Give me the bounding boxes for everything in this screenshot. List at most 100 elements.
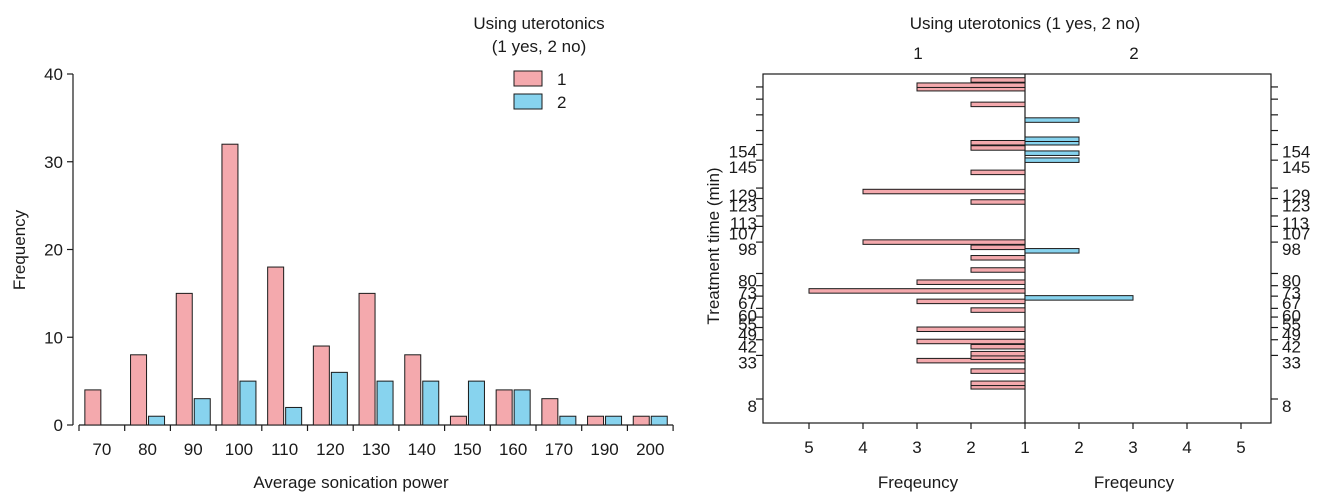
right-bar-series2 (1024, 248, 1080, 254)
left-bar-series1 (130, 354, 148, 426)
right-bar-series1 (916, 326, 1026, 333)
left-bar-series2 (422, 380, 440, 426)
right-bar-series1 (970, 255, 1026, 261)
left-y-tick-label: 20 (44, 241, 63, 260)
right-y-tick-label-right: 107 (1282, 224, 1310, 243)
left-x-tick-label: 170 (545, 440, 573, 459)
right-bar-series1 (970, 169, 1026, 176)
left-legend-title-line2: (1 yes, 2 no) (492, 37, 587, 56)
left-x-tick-label: 100 (225, 440, 253, 459)
right-y-tick-label-left: 8 (748, 397, 757, 416)
right-x-tick-label: 5 (1236, 438, 1245, 457)
right-y-tick-label-left: 42 (738, 338, 757, 357)
right-bar-series1 (970, 244, 1026, 251)
right-bar-series1 (970, 267, 1026, 273)
left-bar-series1 (358, 292, 376, 426)
left-bar-series1 (541, 398, 559, 426)
left-y-tick-label: 30 (44, 153, 63, 172)
left-y-axis-label: Frequency (10, 209, 29, 290)
left-y-tick-label: 0 (54, 416, 63, 435)
left-x-tick-label: 70 (92, 440, 111, 459)
right-y-tick-label-right: 145 (1282, 158, 1310, 177)
left-x-tick-label: 160 (499, 440, 527, 459)
right-y-tick-label-left: 80 (738, 271, 757, 290)
right-y-tick-label-left: 123 (729, 197, 757, 216)
left-legend-title-line1: Using uterotonics (473, 14, 604, 33)
right-y-tick-label-left: 98 (738, 240, 757, 259)
right-bar-series1 (808, 288, 1026, 294)
right-y-tick-label-left: 33 (738, 353, 757, 372)
right-plot-frame (762, 73, 1272, 424)
right-x-tick-label: 5 (804, 438, 813, 457)
left-bar-series2 (239, 380, 257, 426)
legend-swatch-series1 (513, 70, 543, 87)
right-y-tick-label-left: 129 (729, 186, 757, 205)
left-bar-series2 (148, 415, 166, 426)
left-x-tick-label: 110 (271, 440, 298, 459)
right-x-tick-label: 4 (1182, 438, 1191, 457)
right-y-tick-label-right: 8 (1282, 397, 1291, 416)
left-chart-sonication-power: Using uterotonics (1 yes, 2 no) 1 2 Freq… (10, 14, 674, 492)
right-panel-label-1: 1 (913, 44, 922, 63)
left-y-tick-label: 40 (44, 65, 63, 84)
right-y-tick-label-right: 42 (1282, 338, 1301, 357)
right-y-tick-label-right: 73 (1282, 284, 1301, 303)
legend-swatch-series2 (513, 93, 543, 110)
right-bar-series1 (916, 279, 1026, 285)
right-bar-series2 (1024, 295, 1134, 301)
left-bar-series2 (285, 406, 303, 426)
left-bar-series2 (193, 398, 211, 426)
right-y-tick-label-right: 129 (1282, 186, 1310, 205)
left-bar-series2 (650, 415, 668, 426)
right-bar-series1 (970, 368, 1026, 374)
right-y-tick-label-right: 80 (1282, 271, 1301, 290)
left-x-tick-label: 90 (184, 440, 203, 459)
right-bar-series1 (970, 101, 1026, 108)
right-y-tick-label-left: 145 (729, 158, 757, 177)
left-bar-series1 (84, 389, 102, 426)
left-x-axis-label: Average sonication power (253, 473, 449, 492)
right-x-tick-label: 1 (1020, 438, 1029, 457)
right-chart-treatment-time: Using uterotonics (1 yes, 2 no) 1 2 Trea… (704, 14, 1310, 492)
left-x-tick-label: 150 (453, 440, 481, 459)
right-y-tick-label-left: 60 (738, 306, 757, 325)
right-panel-label-2: 2 (1129, 44, 1138, 63)
right-y-tick-label-right: 49 (1282, 326, 1301, 345)
legend-label-series2: 2 (557, 93, 566, 112)
right-bar-series1 (970, 139, 1026, 146)
right-bar-series2 (1024, 136, 1080, 142)
left-x-tick-label: 140 (408, 440, 436, 459)
right-y-tick-label-right: 33 (1282, 353, 1301, 372)
right-bar-series1 (916, 82, 1026, 88)
left-bar-series2 (376, 380, 394, 426)
right-y-tick-label-right: 98 (1282, 240, 1301, 259)
right-y-tick-label-right: 60 (1282, 306, 1301, 325)
left-x-tick-label: 130 (362, 440, 390, 459)
left-bar-series1 (221, 143, 239, 426)
legend-label-series1: 1 (557, 70, 566, 89)
left-x-tick-label: 120 (316, 440, 344, 459)
right-bar-series1 (970, 77, 1026, 83)
right-bar-series1 (970, 350, 1026, 357)
right-y-tick-label-right: 154 (1282, 142, 1310, 161)
right-x-axis-label-right: Freqeuncy (1094, 473, 1175, 492)
left-y-tick-label: 10 (44, 328, 63, 347)
right-x-axis-label-left: Freqeuncy (878, 473, 959, 492)
right-x-tick-label: 3 (912, 438, 921, 457)
right-y-tick-label-left: 113 (730, 214, 757, 233)
right-bar-series1 (970, 145, 1026, 151)
left-bar-series1 (312, 345, 330, 426)
left-x-tick-label: 190 (590, 440, 618, 459)
left-bar-series1 (404, 354, 422, 426)
left-x-tick-label: 80 (138, 440, 157, 459)
left-bar-series2 (605, 415, 623, 426)
right-y-axis-label: Treatment time (min) (704, 167, 723, 324)
right-bar-series1 (970, 307, 1026, 313)
left-bar-series2 (559, 415, 577, 426)
left-bar-series1 (632, 415, 650, 426)
left-bar-series2 (330, 371, 348, 426)
right-y-tick-label-right: 123 (1282, 197, 1310, 216)
left-x-tick-label: 200 (636, 440, 664, 459)
right-y-tick-label-left: 73 (738, 284, 757, 303)
